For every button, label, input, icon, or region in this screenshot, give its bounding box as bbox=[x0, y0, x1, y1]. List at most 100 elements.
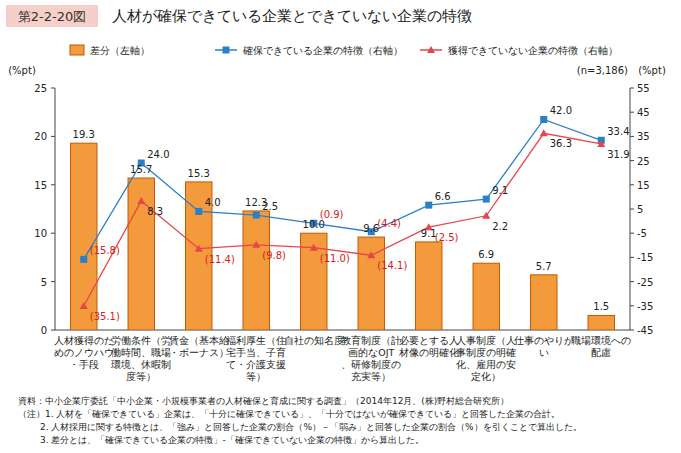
point-label: (9.8) bbox=[262, 250, 286, 261]
bar bbox=[243, 211, 269, 330]
bar-label: 6.9 bbox=[478, 249, 494, 260]
y2-tick bbox=[630, 184, 634, 185]
point-label: (14.1) bbox=[377, 260, 407, 271]
marker bbox=[253, 212, 260, 219]
point-label: 31.9 bbox=[607, 149, 629, 160]
y-axis-line bbox=[55, 88, 56, 330]
point-label: 8.3 bbox=[147, 206, 163, 217]
marker bbox=[252, 241, 260, 248]
marker bbox=[195, 208, 202, 215]
sample-size: (n=3,186) bbox=[577, 65, 628, 76]
y-tick bbox=[51, 281, 55, 282]
x-tick-label: 福利厚生（住宅手当、子育て・介護支援等） bbox=[226, 335, 286, 382]
point-label: (0.9) bbox=[320, 209, 344, 220]
marker bbox=[425, 202, 432, 209]
bar-label: 19.3 bbox=[73, 129, 95, 140]
point-label: 24.0 bbox=[147, 149, 169, 160]
bar bbox=[71, 143, 97, 330]
x-tick-label: 教育制度（計画的なOJT、研修制度の充実等） bbox=[341, 335, 401, 382]
x-tick-label: 仕事のやりがい bbox=[514, 335, 575, 358]
legend-label: 確保できている企業の特徴（右軸） bbox=[242, 45, 403, 56]
line bbox=[84, 133, 602, 306]
point-label: 6.6 bbox=[435, 191, 451, 202]
y-axis-label: (%pt) bbox=[8, 65, 36, 76]
y2-tick-label: 25 bbox=[637, 156, 650, 167]
chart: 第2-2-20図 人材が確保できている企業とできていない企業の特徴差分（左軸） 確保… bbox=[0, 0, 681, 453]
point-label: (11.0) bbox=[320, 253, 350, 264]
bar-label: 15.3 bbox=[188, 168, 210, 179]
y-tick bbox=[51, 233, 55, 234]
legend-label: 獲得できていない企業の特徴（右軸） bbox=[448, 45, 618, 56]
y2-tick bbox=[630, 112, 634, 113]
x-tick-label: 職場環境への配慮 bbox=[571, 335, 631, 358]
point-label: (15.8) bbox=[90, 245, 120, 256]
bar-label: 15.7 bbox=[130, 164, 152, 175]
x-tick-label: 自社の知名度 bbox=[284, 335, 344, 346]
y-tick-label: 15 bbox=[34, 180, 47, 191]
note: 3. 差分とは、「確保できている企業の特徴」-「確保できていない企業の特徴」から… bbox=[40, 435, 424, 445]
note: 2. 人材採用に関する特徴とは、「強み」と回答した企業の割合（%）－「弱み」と回… bbox=[40, 422, 582, 432]
note: 資料：中小企業庁委託「中小企業・小規模事業者の人材確保と育成に関する調査」（20… bbox=[18, 396, 509, 406]
point-label: (4.4) bbox=[377, 218, 401, 229]
legend-item: 獲得できていない企業の特徴（右軸） bbox=[420, 45, 618, 56]
marker bbox=[540, 116, 547, 123]
legend-item: 確保できている企業の特徴（右軸） bbox=[215, 45, 403, 56]
x-tick-label: 労働条件（労働時間、職場環境、休暇制度等） bbox=[111, 335, 171, 382]
y2-tick bbox=[630, 233, 634, 234]
y2-tick-label: -35 bbox=[637, 301, 653, 312]
y-tick-label: 5 bbox=[41, 277, 47, 288]
y2-tick bbox=[630, 281, 634, 282]
marker bbox=[195, 245, 203, 252]
point-label: 2.5 bbox=[262, 201, 278, 212]
y2-tick-label: 5 bbox=[637, 204, 643, 215]
y-tick-label: 25 bbox=[34, 83, 47, 94]
y2-tick-label: -25 bbox=[637, 277, 653, 288]
marker bbox=[310, 244, 318, 251]
bar-label: 1.5 bbox=[593, 301, 609, 312]
point-label: 9.1 bbox=[492, 185, 508, 196]
bar bbox=[416, 242, 442, 330]
y2-tick bbox=[630, 330, 634, 331]
y-tick bbox=[51, 184, 55, 185]
y2-tick bbox=[630, 257, 634, 258]
point-label: 33.4 bbox=[607, 126, 629, 137]
bar bbox=[531, 275, 557, 330]
y2-tick-label: -5 bbox=[637, 228, 647, 239]
bar bbox=[588, 315, 614, 330]
bar-label: 5.7 bbox=[536, 261, 552, 272]
marker bbox=[597, 140, 605, 147]
axes: 0510152025-45-35-25-15-551525354555人材獲得の… bbox=[34, 83, 653, 382]
plot-marks bbox=[71, 116, 615, 330]
y2-tick-label: 15 bbox=[637, 180, 650, 191]
point-label: 42.0 bbox=[550, 105, 572, 116]
marker bbox=[137, 197, 145, 204]
marker bbox=[367, 251, 375, 258]
x-tick-label: 人事制度（人事制度の明確化、雇用の安定化） bbox=[456, 335, 516, 382]
legend-marker bbox=[427, 46, 435, 53]
marker bbox=[80, 256, 87, 263]
line bbox=[84, 119, 602, 259]
bar bbox=[128, 178, 154, 330]
y2-tick bbox=[630, 88, 634, 89]
legend-swatch bbox=[70, 45, 84, 55]
legend-label: 差分（左軸） bbox=[90, 45, 150, 56]
data-labels: 19.315.715.312.310.09.69.16.95.71.5(15.8… bbox=[73, 105, 630, 322]
y2-tick bbox=[630, 305, 634, 306]
y-tick bbox=[51, 136, 55, 137]
y-tick-label: 20 bbox=[34, 131, 47, 142]
y2-tick bbox=[630, 160, 634, 161]
point-label: 4.0 bbox=[205, 197, 221, 208]
point-label: 36.3 bbox=[550, 138, 572, 149]
title: 人材が確保できている企業とできていない企業の特徴 bbox=[112, 7, 472, 25]
y-tick-label: 0 bbox=[41, 325, 47, 336]
point-label: (35.1) bbox=[90, 311, 120, 322]
legend-item: 差分（左軸） bbox=[70, 45, 150, 56]
x-tick-label: 賃金（基本給・ボーナス） bbox=[169, 335, 229, 358]
bar bbox=[473, 263, 499, 330]
y2-tick-label: 55 bbox=[637, 83, 650, 94]
subtitle: 第2-2-20図 bbox=[18, 9, 86, 24]
y2-tick bbox=[630, 209, 634, 210]
y2-axis-label: (%pt) bbox=[638, 65, 666, 76]
marker bbox=[540, 129, 548, 136]
legend-marker bbox=[223, 47, 230, 54]
